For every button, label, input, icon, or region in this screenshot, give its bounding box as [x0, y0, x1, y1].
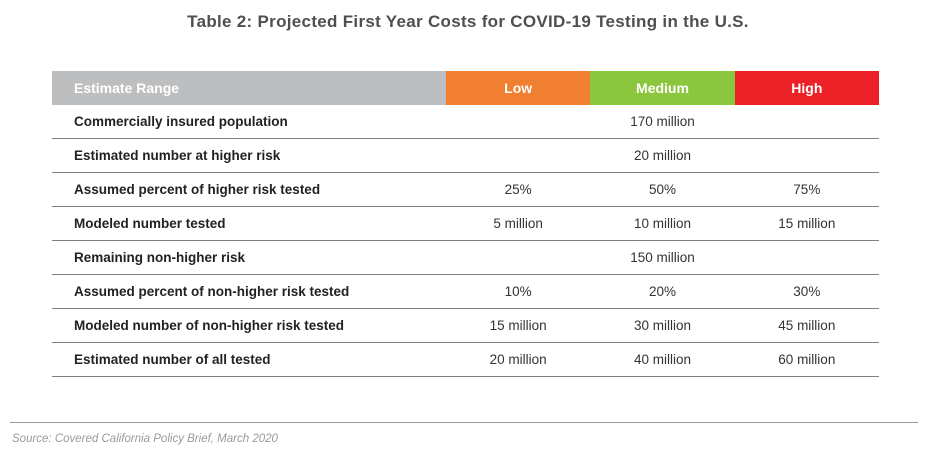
row-label: Commercially insured population [74, 114, 288, 129]
cell-high: 60 million [778, 352, 836, 367]
row-label: Remaining non-higher risk [74, 250, 246, 265]
header-high: High [734, 71, 879, 105]
table-title: Table 2: Projected First Year Costs for … [187, 12, 749, 31]
row-label: Modeled number of non-higher risk tested [74, 318, 345, 333]
cell-medium: 20% [648, 284, 676, 299]
table-row: Assumed percent of higher risk tested 25… [52, 173, 879, 207]
row-label: Estimated number of all tested [74, 352, 271, 367]
cell-low: 10% [504, 284, 532, 299]
table-header: Estimate Range Low Medium High [52, 71, 879, 105]
source-note: Source: Covered California Policy Brief,… [12, 433, 278, 445]
row-label: Assumed percent of non-higher risk teste… [74, 284, 350, 299]
cell-low: 25% [504, 182, 532, 197]
table-row: Commercially insured population 170 mill… [52, 105, 879, 139]
cell-medium: 40 million [633, 352, 691, 367]
cell-medium: 10 million [633, 216, 691, 231]
table-row: Assumed percent of non-higher risk teste… [52, 275, 879, 309]
cell-high: 30% [793, 284, 821, 299]
row-value: 170 million [630, 114, 695, 129]
cell-low: 20 million [489, 352, 547, 367]
table-row: Modeled number of non-higher risk tested… [52, 309, 879, 343]
table-row: Modeled number tested 5 million 10 milli… [52, 207, 879, 241]
header-estimate-range: Estimate Range [52, 71, 446, 105]
cell-low: 15 million [489, 318, 547, 333]
table-row: Remaining non-higher risk 150 million [52, 241, 879, 275]
footer-divider [10, 422, 918, 423]
header-medium: Medium [590, 71, 735, 105]
cell-high: 75% [793, 182, 821, 197]
row-label: Estimated number at higher risk [74, 148, 281, 163]
cell-medium: 50% [648, 182, 676, 197]
cell-high: 15 million [778, 216, 836, 231]
table-row: Estimated number at higher risk 20 milli… [52, 139, 879, 173]
table-row: Estimated number of all tested 20 millio… [52, 343, 879, 377]
cell-medium: 30 million [633, 318, 691, 333]
cell-low: 5 million [493, 216, 543, 231]
cell-high: 45 million [778, 318, 836, 333]
row-label: Assumed percent of higher risk tested [74, 182, 321, 197]
row-value: 20 million [633, 148, 692, 163]
cost-table: Estimate Range Low Medium High Commercia… [52, 71, 879, 377]
row-label: Modeled number tested [74, 216, 226, 231]
row-value: 150 million [630, 250, 695, 265]
header-low: Low [446, 71, 591, 105]
